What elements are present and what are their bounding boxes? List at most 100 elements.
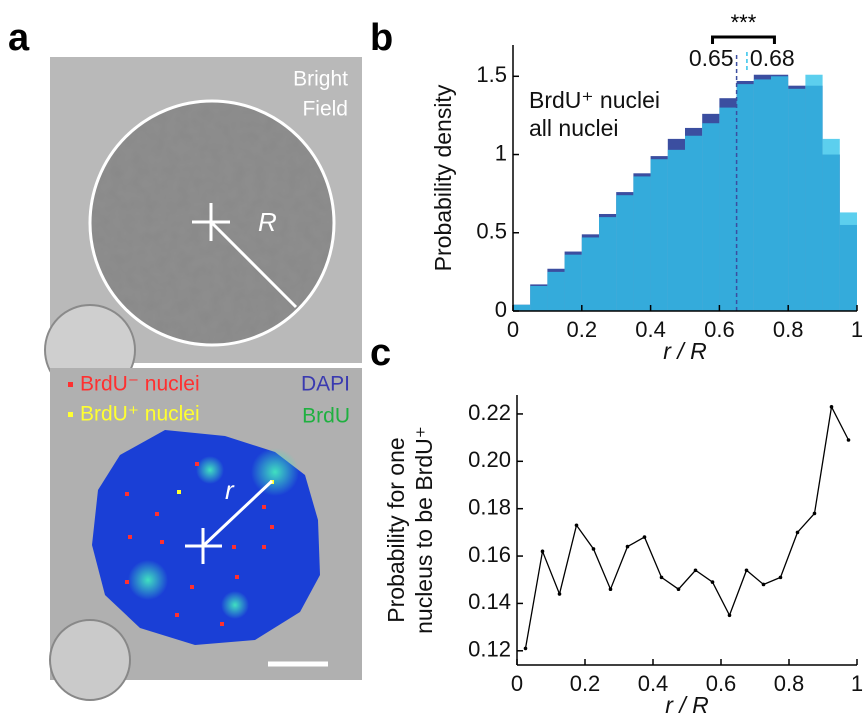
histogram-bar: [564, 254, 582, 311]
y-tick-label: 0.22: [468, 400, 511, 425]
histogram-bar: [702, 123, 720, 311]
panel-label: c: [370, 332, 391, 374]
data-line: [524, 404, 850, 649]
panel-label: a: [8, 17, 30, 59]
legend-swatch: [68, 382, 73, 387]
histogram-bar: [685, 135, 703, 311]
legend-label: all nuclei: [529, 115, 619, 141]
histogram-bar: [530, 285, 548, 311]
data-point: [557, 592, 562, 596]
data-point: [591, 547, 596, 551]
x-tick-label: 0.8: [774, 671, 805, 696]
histogram-bar: [771, 76, 789, 311]
nucleus-dot: [125, 492, 129, 496]
data-point: [812, 511, 817, 516]
data-point: [625, 544, 630, 549]
histogram-bar: [805, 74, 823, 312]
histogram-bar: [547, 271, 565, 311]
nucleus-dot: [190, 585, 194, 589]
x-tick-label: 0.8: [773, 317, 804, 342]
data-point: [693, 568, 698, 573]
legend-label: BrdU⁺ nuclei: [529, 87, 660, 113]
data-point: [744, 568, 749, 573]
radius-label: r: [225, 475, 235, 505]
y-tick-label: 0: [495, 297, 507, 322]
nucleus-dot: [232, 545, 236, 549]
x-tick-label: 0.2: [570, 671, 601, 696]
y-tick-label: 0.16: [468, 542, 511, 567]
x-axis-label: r / R: [663, 338, 706, 364]
panel-label: b: [370, 17, 393, 59]
y-tick-label: 1: [495, 140, 507, 165]
median-label: 0.68: [750, 45, 795, 71]
y-tick-label: 0.14: [468, 589, 511, 614]
y-tick-label: 0.20: [468, 447, 511, 472]
nucleus-dot: [177, 490, 181, 494]
data-point: [659, 575, 664, 580]
nucleus-dot: [155, 512, 159, 516]
data-point: [523, 646, 528, 651]
histogram-bar: [513, 304, 531, 311]
y-axis-label: Probability for one: [383, 437, 409, 622]
histogram-bar: [753, 79, 771, 312]
nucleus-dot: [235, 575, 239, 579]
image-label: Bright: [293, 68, 348, 91]
data-point: [795, 530, 800, 535]
channel-label: DAPI: [301, 373, 350, 396]
nucleus-dot: [262, 505, 266, 509]
median-label: 0.65: [689, 45, 734, 71]
nucleus-dot: [195, 462, 199, 466]
channel-label: BrdU: [302, 405, 350, 428]
data-point: [540, 549, 545, 554]
x-tick-label: 1: [851, 317, 863, 342]
data-point: [761, 582, 766, 587]
image-label: Field: [302, 98, 348, 121]
legend-label: BrdU⁺ nuclei: [80, 403, 200, 426]
histogram-bar: [736, 84, 754, 311]
nucleus-dot: [160, 540, 164, 544]
y-tick-label: 0.12: [468, 637, 511, 662]
legend-swatch: [68, 412, 73, 417]
bright-field-image: [44, 57, 362, 396]
x-tick-label: 0: [507, 317, 519, 342]
histogram-bar: [822, 138, 840, 311]
histogram-bar: [633, 176, 651, 311]
y-axis-label: Probability density: [430, 84, 456, 271]
data-point: [574, 523, 579, 528]
nucleus-dot: [220, 622, 224, 626]
histogram-bar: [839, 212, 857, 311]
data-point: [829, 405, 834, 409]
data-point: [846, 438, 851, 442]
data-point: [778, 575, 783, 580]
y-axis-label: nucleus to be BrdU⁺: [411, 426, 437, 634]
x-tick-label: 0.4: [638, 671, 669, 696]
fluorescence-image: [49, 368, 362, 701]
histogram-bar: [719, 107, 737, 312]
data-point: [710, 580, 715, 584]
histogram-bar: [599, 217, 617, 311]
x-axis-label: r / R: [665, 692, 708, 718]
nucleus-dot: [128, 535, 132, 539]
significance-label: ***: [731, 10, 757, 35]
histogram-bar: [581, 237, 599, 311]
x-tick-label: 0: [511, 671, 523, 696]
nucleus-dot: [175, 613, 179, 617]
data-point: [676, 587, 681, 592]
x-tick-label: 0.6: [704, 317, 735, 342]
data-point: [642, 535, 647, 539]
legend-label: BrdU⁻ nuclei: [80, 373, 200, 396]
data-point: [608, 587, 613, 592]
nucleus-dot: [270, 525, 274, 529]
nucleus-dot: [262, 545, 266, 549]
significance-bracket: [711, 35, 776, 44]
histogram-bar: [788, 88, 806, 311]
x-tick-label: 0.2: [567, 317, 598, 342]
y-tick-label: 1.5: [476, 62, 507, 87]
y-tick-label: 0.5: [476, 219, 507, 244]
histogram-bar: [667, 149, 685, 311]
radius-label: R: [258, 207, 277, 237]
x-tick-label: 0.6: [706, 671, 737, 696]
data-point: [727, 613, 732, 618]
x-tick-label: 0.4: [635, 317, 666, 342]
